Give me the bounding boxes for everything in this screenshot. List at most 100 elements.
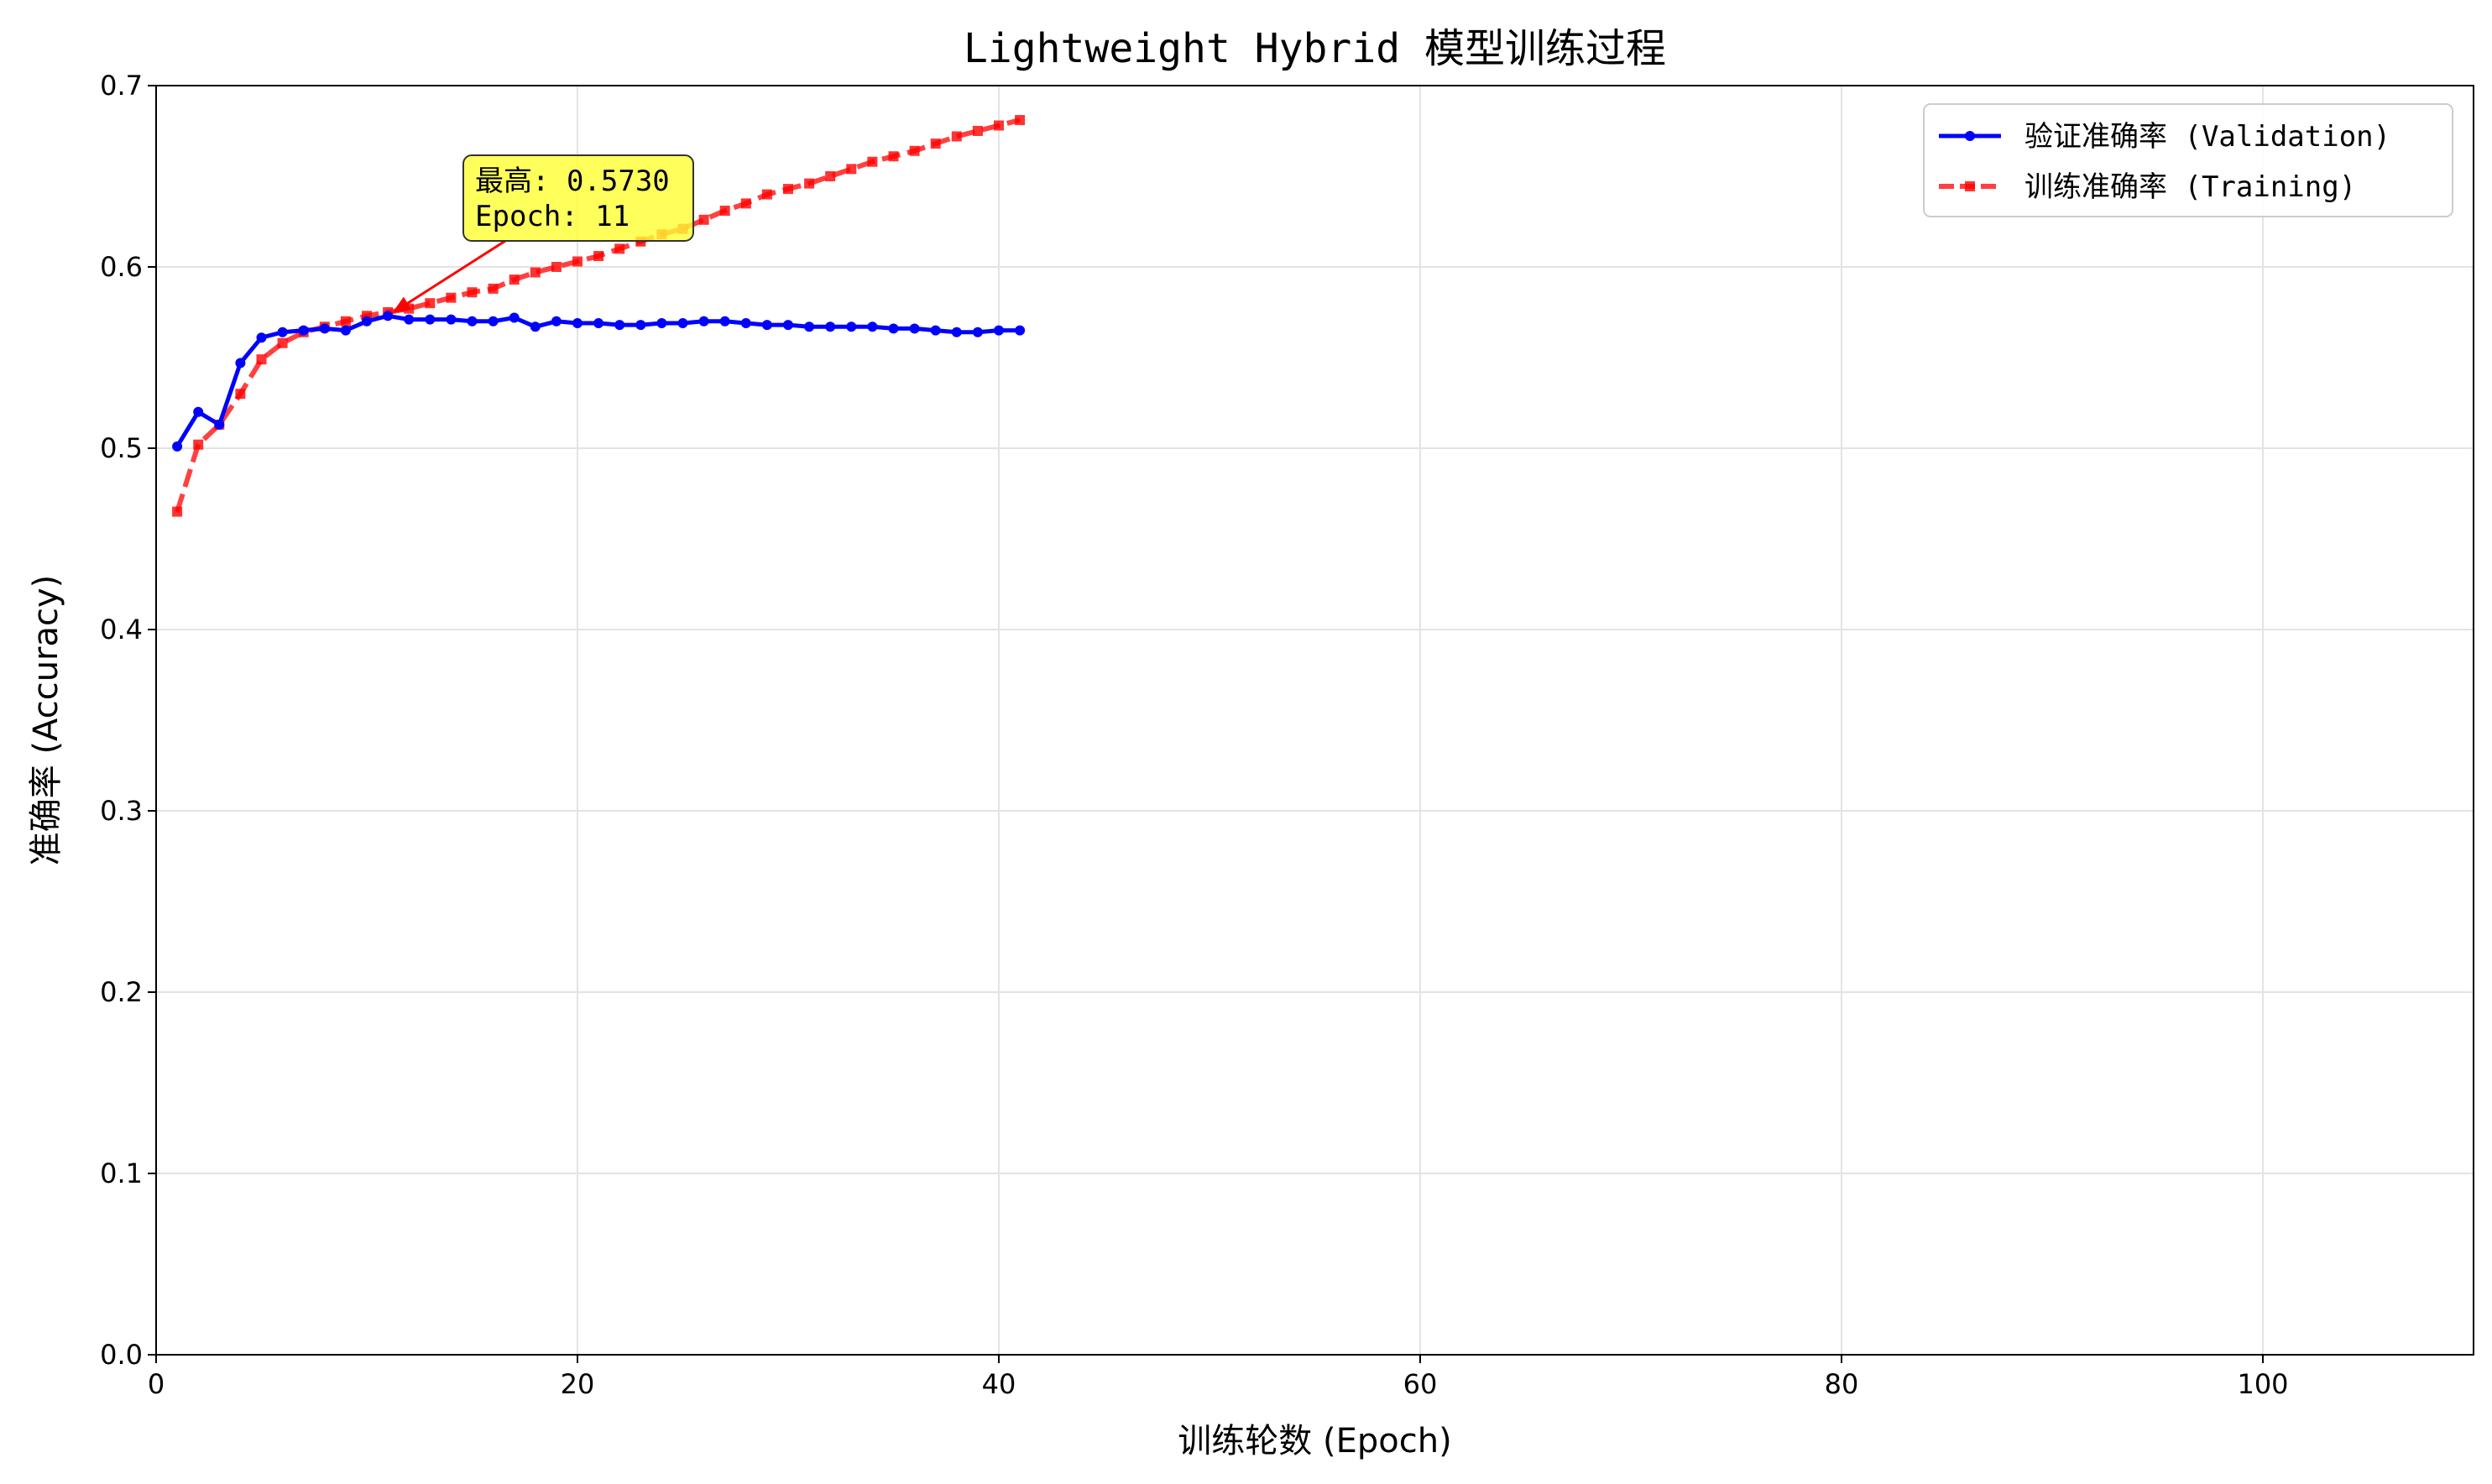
training-point xyxy=(698,214,709,225)
validation-point xyxy=(172,441,183,452)
training-point xyxy=(446,292,457,303)
validation-point xyxy=(551,316,562,327)
training-point xyxy=(172,506,183,517)
chart-title: Lightweight Hybrid 模型训练过程 xyxy=(964,25,1666,72)
training-point xyxy=(825,171,836,181)
training-point xyxy=(551,262,562,272)
training-point xyxy=(783,184,793,195)
best-annotation: 最高: 0.5730 Epoch: 11 xyxy=(392,154,694,314)
training-point xyxy=(761,189,772,200)
y-tick-label: 0.1 xyxy=(100,1157,143,1189)
training-point xyxy=(235,389,246,400)
series-layer xyxy=(172,115,1026,517)
validation-point xyxy=(846,321,857,332)
x-tick-label: 40 xyxy=(982,1368,1016,1400)
validation-point xyxy=(909,323,920,334)
validation-point xyxy=(572,317,583,328)
training-point xyxy=(572,256,583,267)
x-tick-label: 100 xyxy=(2237,1368,2288,1400)
validation-point xyxy=(972,327,983,337)
y-axis-label: 准确率 (Accuracy) xyxy=(27,575,65,866)
validation-point xyxy=(530,321,541,332)
validation-point xyxy=(656,317,667,328)
x-tick-label: 60 xyxy=(1403,1368,1438,1400)
annotation-arrowhead xyxy=(392,296,412,314)
training-point xyxy=(994,120,1004,131)
annotation-best-value: 最高: 0.5730 xyxy=(475,165,670,198)
training-point xyxy=(467,287,478,298)
validation-point xyxy=(298,325,309,336)
annotation-arrow xyxy=(400,239,506,309)
validation-point xyxy=(256,332,267,343)
validation-point xyxy=(383,311,394,321)
validation-point xyxy=(488,316,499,327)
validation-point xyxy=(804,321,815,332)
validation-point xyxy=(446,314,457,325)
x-tick-label: 0 xyxy=(148,1368,165,1400)
training-point xyxy=(193,439,204,450)
validation-point xyxy=(467,316,478,327)
validation-point xyxy=(740,317,751,328)
legend: 验证准确率 (Validation) 训练准确率 (Training) xyxy=(1923,103,2453,217)
validation-point xyxy=(214,419,225,430)
validation-point xyxy=(783,320,793,331)
validation-point xyxy=(340,325,351,336)
training-point xyxy=(740,198,751,209)
training-point xyxy=(972,126,983,136)
validation-point xyxy=(867,321,878,332)
validation-point xyxy=(930,325,941,336)
training-point xyxy=(909,145,920,156)
training-point xyxy=(930,138,941,149)
y-tick-label: 0.0 xyxy=(100,1339,143,1371)
validation-point xyxy=(362,316,372,327)
training-point xyxy=(509,274,520,285)
validation-point xyxy=(1015,325,1026,336)
validation-point xyxy=(404,314,415,325)
training-point xyxy=(340,316,351,327)
y-tick-label: 0.5 xyxy=(100,432,143,464)
y-tick-label: 0.3 xyxy=(100,795,143,827)
x-tick-label: 20 xyxy=(561,1368,595,1400)
validation-point xyxy=(698,316,709,327)
validation-point xyxy=(761,320,772,331)
validation-point xyxy=(319,323,330,334)
training-point xyxy=(614,243,625,254)
training-point xyxy=(530,267,541,278)
validation-point xyxy=(825,321,836,332)
x-axis-label: 训练轮数 (Epoch) xyxy=(1178,1422,1451,1460)
validation-point xyxy=(193,406,204,417)
training-point xyxy=(846,164,857,175)
validation-point xyxy=(994,325,1004,336)
training-point xyxy=(488,283,499,294)
legend-label: 训练准确率 (Training) xyxy=(2024,170,2356,204)
legend-swatch-marker xyxy=(1965,131,1975,141)
training-point xyxy=(804,178,815,189)
y-tick-label: 0.2 xyxy=(100,976,143,1008)
y-tick-label: 0.4 xyxy=(100,614,143,645)
validation-point xyxy=(277,327,288,337)
annotation-best-epoch: Epoch: 11 xyxy=(475,200,630,233)
training-point xyxy=(425,298,436,309)
y-tick-label: 0.7 xyxy=(100,70,143,102)
annotation-box xyxy=(462,154,694,242)
legend-swatch-marker xyxy=(1965,181,1975,191)
training-point xyxy=(888,151,899,162)
y-tick-label: 0.6 xyxy=(100,251,143,283)
validation-point xyxy=(888,323,899,334)
ticks: 0 20 40 60 80 100 0.0 0.1 0.2 0.3 0.4 0.5 0.6 0.7 xyxy=(100,70,2288,1400)
legend-label: 验证准确率 (Validation) xyxy=(2024,120,2390,154)
training-point xyxy=(593,251,604,262)
validation-point xyxy=(425,314,436,325)
training-point xyxy=(1015,115,1026,126)
plot-frame xyxy=(155,85,2474,1356)
validation-point xyxy=(677,317,688,328)
training-point xyxy=(256,354,267,365)
training-point xyxy=(277,337,288,348)
validation-point xyxy=(509,312,520,323)
validation-point xyxy=(951,327,962,337)
validation-point xyxy=(593,317,604,328)
legend-box xyxy=(1923,103,2453,217)
validation-point xyxy=(635,320,646,331)
